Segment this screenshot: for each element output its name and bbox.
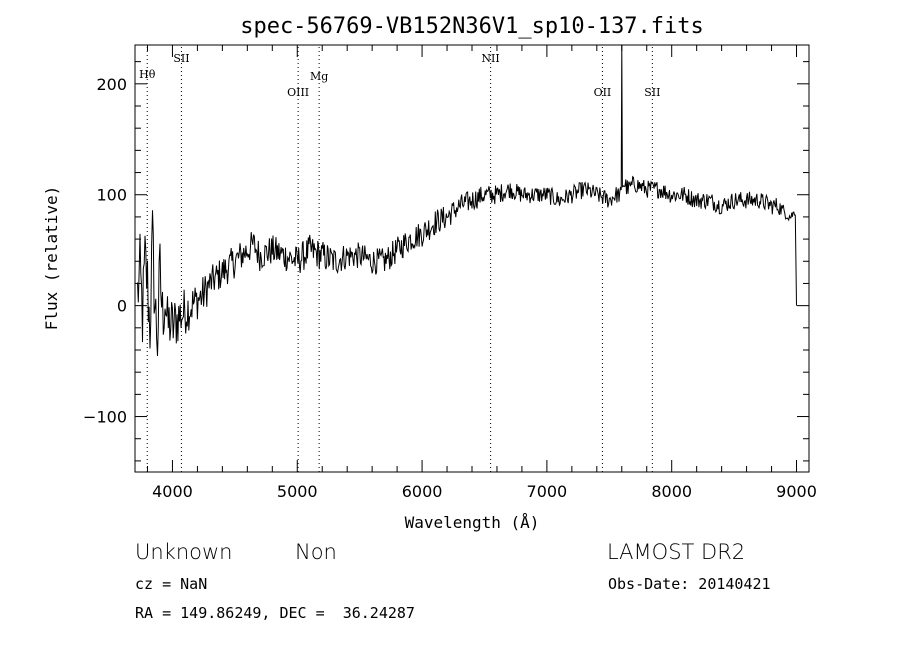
ra-dec-coordinates: RA = 149.86249, DEC = 36.24287 — [135, 604, 415, 622]
x-tick-label: 8000 — [651, 482, 692, 501]
object-class: Unknown — [135, 540, 232, 564]
y-tick-label: 0 — [117, 297, 127, 316]
y-tick-label: −100 — [83, 408, 127, 427]
object-subclass: Non — [295, 540, 337, 564]
spectrum-plot: spec-56769-VB152N36V1_sp10-137.fits Hθ SI… — [0, 0, 900, 540]
line-marker-label: Mg — [310, 70, 328, 83]
y-tick-label: 200 — [96, 75, 127, 94]
x-tick-label: 9000 — [776, 482, 817, 501]
y-tick-label: 100 — [96, 186, 127, 205]
x-tick-label: 5000 — [277, 482, 318, 501]
series-group — [138, 45, 797, 356]
line-marker-label: NII — [481, 52, 499, 65]
chart-title: spec-56769-VB152N36V1_sp10-137.fits — [240, 14, 704, 39]
line-marker-label: SII — [173, 52, 189, 65]
x-tick-label: 6000 — [402, 482, 443, 501]
line-marker-label: OII — [594, 86, 612, 99]
x-axis-label: Wavelength (Å) — [405, 513, 540, 532]
x-tick-label: 7000 — [527, 482, 568, 501]
line-marker-label: Hθ — [139, 68, 156, 81]
x-tick-label: 4000 — [152, 482, 193, 501]
survey-name: LAMOST DR2 — [607, 540, 745, 564]
series-line — [138, 45, 797, 356]
line-marker-label: OIII — [287, 86, 309, 99]
y-axis-label: Flux (relative) — [42, 186, 61, 331]
line-marker-label: SII — [644, 86, 660, 99]
observation-date: Obs-Date: 20140421 — [608, 575, 771, 593]
redshift-cz: cz = NaN — [135, 575, 207, 593]
axis-ticks: 4000 5000 6000 7000 8000 9000 −100 0 100 200 — [83, 45, 817, 501]
